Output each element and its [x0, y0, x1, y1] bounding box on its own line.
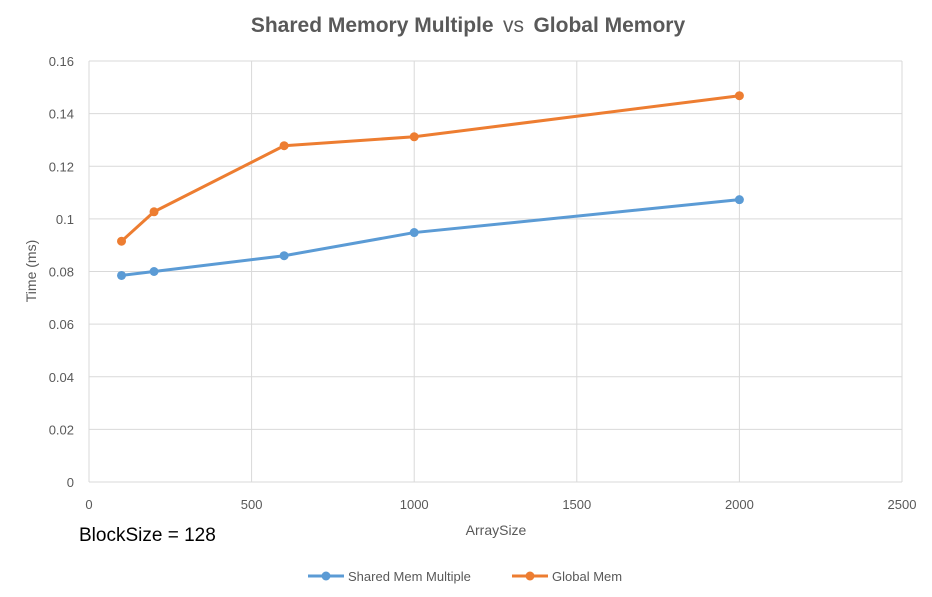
- blocksize-annotation: BlockSize = 128: [79, 525, 216, 546]
- series-2: [117, 91, 744, 246]
- x-tick-label: 1500: [562, 497, 591, 512]
- y-tick-label: 0.1: [56, 212, 74, 227]
- y-tick-label: 0.06: [49, 317, 74, 332]
- data-point: [279, 141, 289, 151]
- y-tick-label: 0.04: [49, 370, 74, 385]
- data-point: [149, 267, 159, 276]
- chart-title-part-3: Global Memory: [533, 14, 685, 37]
- data-point: [117, 270, 127, 280]
- x-axis-ticks: 0 500 1000 1500 2000 2500: [85, 497, 916, 512]
- data-point: [409, 132, 419, 142]
- x-tick-label: 2500: [888, 497, 917, 512]
- y-tick-label: 0.02: [49, 422, 74, 437]
- legend-item: Shared Mem Multiple: [308, 569, 471, 584]
- legend-swatch-marker: [321, 571, 331, 581]
- data-point: [279, 251, 289, 261]
- data-point: [734, 195, 744, 205]
- grid-lines: [88, 60, 903, 483]
- chart-title-part-1: Shared Memory Multiple: [251, 14, 494, 37]
- x-axis-label: ArraySize: [466, 522, 527, 538]
- data-point: [734, 91, 744, 101]
- legend-label: Global Mem: [552, 569, 622, 584]
- data-point: [117, 236, 127, 246]
- legend-swatch-marker: [525, 571, 535, 581]
- series-line: [120, 94, 741, 243]
- y-tick-label: 0.12: [49, 159, 74, 174]
- data-point: [409, 228, 419, 238]
- chart-title: Shared Memory Multiple vs Global Memory: [251, 14, 686, 37]
- legend-item: Global Mem: [512, 569, 622, 584]
- series-1: [117, 195, 744, 280]
- legend-label: Shared Mem Multiple: [348, 569, 471, 584]
- chart-title-part-2: vs: [503, 14, 524, 37]
- series-line: [120, 198, 741, 277]
- x-tick-label: 2000: [725, 497, 754, 512]
- legend: Shared Mem Multiple Global Mem: [308, 569, 622, 584]
- x-tick-label: 500: [241, 497, 263, 512]
- y-axis-label: Time (ms): [23, 240, 39, 302]
- y-tick-label: 0: [67, 475, 74, 490]
- series-layer: [117, 91, 744, 280]
- data-point: [149, 207, 159, 217]
- x-tick-label: 0: [85, 497, 92, 512]
- y-axis-ticks: 0 0.02 0.04 0.06 0.08 0.1 0.12 0.14 0.16: [49, 54, 74, 490]
- y-tick-label: 0.08: [49, 265, 74, 280]
- y-tick-label: 0.16: [49, 54, 74, 69]
- svg-text:Shared Memory Multiple v: Shared Memory Multiple vs Global Memory: [251, 14, 686, 37]
- y-tick-label: 0.14: [49, 107, 74, 122]
- x-tick-label: 1000: [400, 497, 429, 512]
